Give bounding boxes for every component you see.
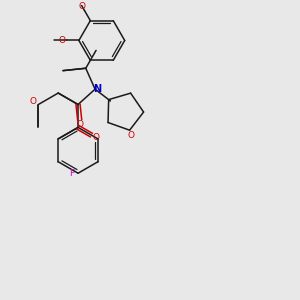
Text: N: N bbox=[93, 84, 101, 94]
Text: O: O bbox=[29, 97, 36, 106]
Text: O: O bbox=[92, 133, 99, 142]
Text: F: F bbox=[69, 169, 74, 178]
Text: O: O bbox=[77, 120, 84, 129]
Text: O: O bbox=[58, 36, 65, 45]
Text: O: O bbox=[79, 2, 86, 10]
Text: O: O bbox=[128, 131, 135, 140]
